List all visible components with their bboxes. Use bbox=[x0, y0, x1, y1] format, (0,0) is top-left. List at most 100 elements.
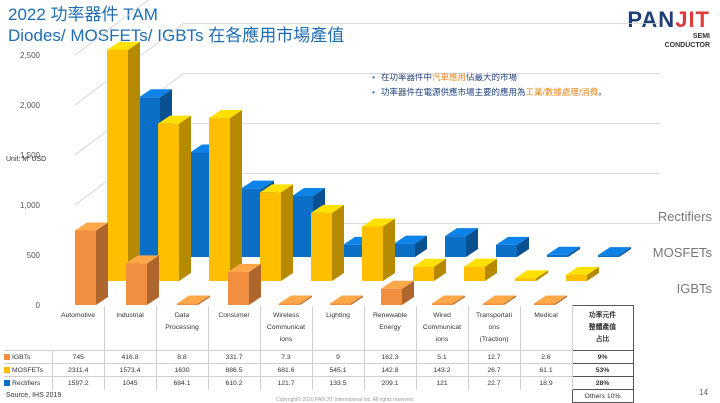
bar-front-face bbox=[394, 243, 415, 257]
logo-sub-2: CONDUCTOR bbox=[664, 42, 710, 49]
bar-igbt bbox=[279, 295, 312, 305]
bullet-2: 功率器件在電源供應市場主要的應用為工業/數據處理/消費。 bbox=[372, 85, 607, 100]
bar-front-face bbox=[598, 255, 619, 257]
table-cell: 886.5 bbox=[208, 363, 261, 377]
column-header: Wired Communicat ions bbox=[416, 305, 469, 351]
table-cell: 416.8 bbox=[104, 350, 157, 364]
bar-side-face bbox=[504, 295, 516, 305]
bar-top-face bbox=[432, 295, 465, 304]
empty-cell bbox=[104, 390, 156, 403]
column-header: Renewable Energy bbox=[364, 305, 417, 351]
bar-front-face bbox=[381, 288, 402, 305]
bar-side-face bbox=[281, 184, 293, 281]
bar-rectifier bbox=[598, 247, 631, 257]
table-cell: 545.1 bbox=[312, 363, 365, 377]
column-header-line: Data bbox=[174, 311, 190, 319]
bar-front-face bbox=[566, 274, 587, 281]
bar-front-face bbox=[241, 188, 262, 257]
bar-side-face bbox=[555, 295, 567, 305]
bar-mosfet bbox=[158, 115, 191, 281]
column-header-line: Industrial bbox=[116, 311, 144, 319]
y-tick-label: 1,500 bbox=[20, 151, 41, 160]
empty-cell bbox=[208, 390, 260, 403]
column-header: Medical bbox=[520, 305, 573, 351]
table-cell: 143.2 bbox=[416, 363, 469, 377]
page-title: 2022 功率器件 TAM Diodes/ MOSFETs/ IGBTs 在各應… bbox=[8, 4, 344, 46]
bar-igbt bbox=[228, 263, 261, 305]
bar-side-face bbox=[179, 115, 191, 281]
bar-front-face bbox=[515, 278, 536, 281]
bar-igbt bbox=[330, 295, 363, 305]
row-label-text: IGBTs bbox=[12, 353, 31, 361]
data-table: Automotive Industrial Data Processing Consum… bbox=[4, 305, 634, 403]
bar-front-face bbox=[177, 303, 198, 305]
bar-side-face bbox=[568, 246, 580, 257]
table-cell: 8.8 bbox=[156, 350, 209, 364]
bar-top-face bbox=[107, 41, 140, 50]
table-header-row: Automotive Industrial Data Processing Consum… bbox=[4, 305, 634, 351]
bar-front-face bbox=[432, 303, 453, 305]
bar-side-face bbox=[249, 263, 261, 305]
empty-cell bbox=[416, 390, 468, 403]
column-header: Consumer bbox=[208, 305, 261, 351]
column-header-line: ions bbox=[279, 335, 293, 343]
logo-sub-1: SEMI bbox=[692, 33, 710, 40]
bar-top-face bbox=[547, 246, 580, 255]
bar-front-face bbox=[190, 152, 211, 257]
table-row: MOSFETs 2311.4 1573.4 1630 886.5 681.6 545.1 14… bbox=[4, 363, 634, 377]
table-cell: 610.2 bbox=[208, 376, 261, 390]
bar-top-face bbox=[260, 184, 293, 193]
bar-rectifier bbox=[547, 246, 580, 257]
share-cell: 53% bbox=[571, 363, 634, 377]
bar-front-face bbox=[228, 271, 249, 305]
bar-top-face bbox=[139, 89, 172, 98]
bar-top-face bbox=[158, 115, 191, 124]
bar-top-face bbox=[598, 247, 631, 256]
share-header-line: 整體產值 bbox=[588, 324, 617, 331]
title-line-1: 2022 功率器件 TAM bbox=[8, 5, 158, 24]
table-cell: 1045 bbox=[104, 376, 157, 390]
table-cell: 2311.4 bbox=[52, 363, 105, 377]
bar-side-face bbox=[415, 235, 427, 257]
table-cell: 331.7 bbox=[208, 350, 261, 364]
column-header-line: Wired bbox=[433, 311, 451, 319]
bar-side-face bbox=[351, 295, 363, 305]
bar-mosfet bbox=[413, 258, 446, 281]
bar-side-face bbox=[128, 41, 140, 281]
bar-igbt bbox=[177, 295, 210, 305]
empty-cell bbox=[520, 390, 572, 403]
bar-top-face bbox=[445, 228, 478, 237]
table-cell: 2.6 bbox=[520, 350, 573, 364]
bar-igbt bbox=[75, 222, 108, 305]
table-cell: 9 bbox=[312, 350, 365, 364]
row-label: IGBTs bbox=[4, 350, 53, 364]
column-header: Industrial bbox=[104, 305, 157, 351]
bullet-1-text-a: 在功率器件中 bbox=[380, 72, 432, 82]
bar-igbt bbox=[381, 280, 414, 305]
bar-top-face bbox=[241, 180, 274, 189]
bar-top-face bbox=[394, 235, 427, 244]
column-header: Data Processing bbox=[156, 305, 209, 351]
panjit-logo: PANJIT SEMI CONDUCTOR bbox=[600, 8, 710, 50]
column-header-line: Communicat bbox=[422, 323, 462, 331]
table-cell: 133.5 bbox=[312, 376, 365, 390]
empty-cell bbox=[156, 390, 208, 403]
column-header-line: Processing bbox=[165, 323, 199, 331]
table-cell: 681.6 bbox=[260, 363, 313, 377]
bar-mosfet bbox=[566, 266, 599, 281]
share-header: 功率元件 整體產值 占比 bbox=[571, 305, 634, 351]
bar-side-face bbox=[383, 218, 395, 281]
bar-top-face bbox=[362, 218, 395, 227]
bar-side-face bbox=[453, 295, 465, 305]
bar-mosfet bbox=[107, 41, 140, 281]
bar-igbt bbox=[432, 295, 465, 305]
column-header-line: ons bbox=[488, 323, 500, 331]
series-label: MOSFETs bbox=[653, 245, 713, 260]
bar-top-face bbox=[483, 295, 516, 304]
bar-top-face bbox=[534, 295, 567, 304]
legend-swatch bbox=[4, 366, 10, 373]
bar-front-face bbox=[158, 123, 179, 281]
table-cell: 1573.4 bbox=[104, 363, 157, 377]
bar-top-face bbox=[279, 295, 312, 304]
logo-brand: PANJIT bbox=[600, 8, 710, 32]
